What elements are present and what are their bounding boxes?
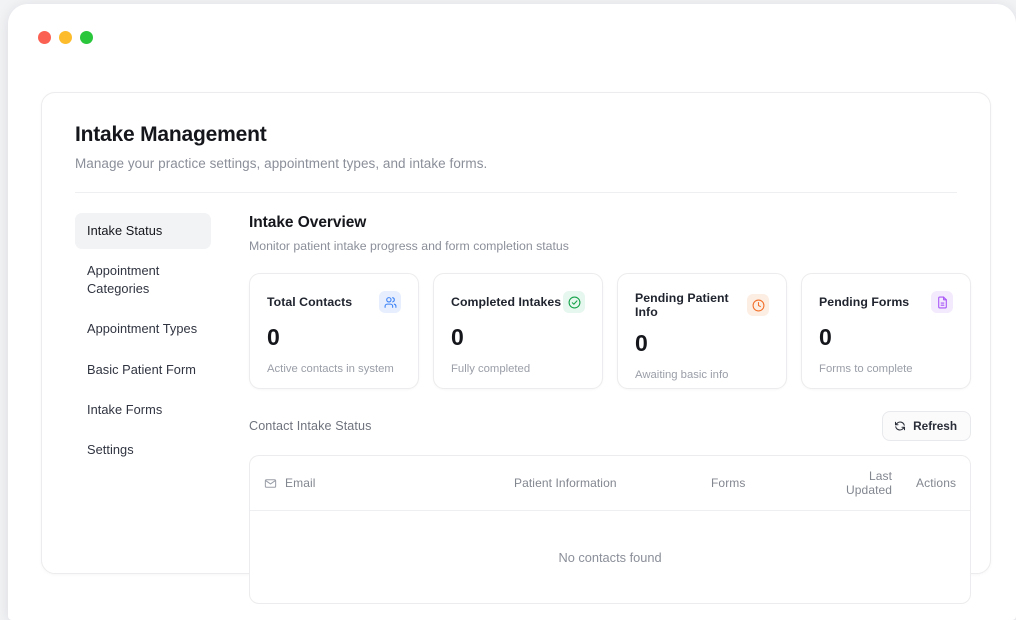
sidebar-nav: Intake Status Appointment Categories App…: [75, 212, 211, 604]
overview-subtitle: Monitor patient intake progress and form…: [249, 239, 569, 253]
stat-value: 0: [267, 324, 280, 350]
sidebar-item-intake-status[interactable]: Intake Status: [75, 213, 211, 250]
document-icon: [931, 291, 954, 313]
stat-label: Completed Intakes: [451, 295, 562, 309]
stat-card-total-contacts: Total Contacts 0 Active: [249, 273, 420, 389]
contacts-table: Email Patient Information Forms Last Upd…: [249, 455, 972, 604]
table-header-row: Email Patient Information Forms Last Upd…: [250, 456, 971, 511]
page-header: Intake Management Manage your practice s…: [42, 93, 990, 171]
stat-value: 0: [819, 324, 832, 350]
column-header-email-label: Email: [285, 476, 316, 490]
users-icon: [379, 291, 402, 313]
sidebar-item-appointment-types[interactable]: Appointment Types: [87, 321, 198, 337]
page-title: Intake Management: [75, 123, 267, 146]
stat-card-pending-forms: Pending Forms 0 Forms to complete: [801, 273, 972, 389]
contact-status-row: Contact Intake Status Refresh: [249, 411, 972, 441]
sidebar-item-intake-forms[interactable]: Intake Forms: [87, 401, 163, 417]
stat-hint: Active contacts in system: [267, 363, 394, 375]
overview-title: Intake Overview: [249, 214, 367, 231]
stat-value: 0: [451, 324, 464, 350]
stat-hint: Forms to complete: [819, 363, 913, 375]
stat-card-completed-intakes: Completed Intakes 0 Fully completed: [433, 273, 604, 389]
stat-card-grid: Total Contacts 0 Active: [249, 273, 972, 389]
main-panel: Intake Overview Monitor patient intake p…: [211, 212, 972, 604]
column-header-email: Email: [264, 476, 514, 490]
body-row: Intake Status Appointment Categories App…: [42, 193, 990, 604]
page-subtitle: Manage your practice settings, appointme…: [75, 156, 488, 171]
header-divider: [75, 192, 957, 193]
stat-card-pending-patient-info: Pending Patient Info 0 Awaiting basic in…: [617, 273, 788, 389]
title-bar: [8, 4, 1016, 70]
stat-card-header: Total Contacts: [267, 291, 402, 313]
clock-icon: [747, 294, 770, 316]
envelope-icon: [264, 477, 277, 490]
close-button[interactable]: [38, 30, 51, 44]
refresh-icon: [894, 420, 906, 432]
stat-label: Pending Patient Info: [635, 291, 729, 319]
app-window: Intake Management Manage your practice s…: [8, 4, 1016, 620]
column-header-actions: Actions: [916, 476, 957, 490]
refresh-button-label: Refresh: [913, 419, 958, 433]
content-card: Intake Management Manage your practice s…: [41, 92, 991, 604]
stat-value: 0: [635, 330, 648, 356]
stat-hint: Awaiting basic info: [635, 369, 729, 381]
stat-label: Pending Forms: [819, 295, 910, 309]
stat-hint: Fully completed: [451, 363, 531, 375]
sidebar-item-settings[interactable]: Settings: [87, 441, 134, 457]
refresh-button[interactable]: Refresh: [882, 411, 972, 441]
sidebar-item-basic-patient-form[interactable]: Basic Patient Form: [87, 361, 196, 377]
stat-card-header: Pending Patient Info: [635, 291, 770, 319]
window-controls: [38, 30, 93, 44]
maximize-button[interactable]: [80, 30, 93, 44]
column-header-forms: Forms: [711, 476, 746, 490]
column-header-last-updated: Last Updated: [846, 469, 893, 497]
contact-status-label: Contact Intake Status: [249, 419, 372, 433]
stat-card-header: Completed Intakes: [451, 291, 586, 313]
stat-card-header: Pending Forms: [819, 291, 954, 313]
table-empty-state: No contacts found: [558, 549, 662, 565]
sidebar-item-appointment-categories[interactable]: Appointment Categories: [87, 263, 160, 297]
column-header-patient-information: Patient Information: [514, 476, 617, 490]
check-circle-icon: [563, 291, 586, 313]
minimize-button[interactable]: [59, 30, 72, 44]
stat-label: Total Contacts: [267, 295, 353, 309]
